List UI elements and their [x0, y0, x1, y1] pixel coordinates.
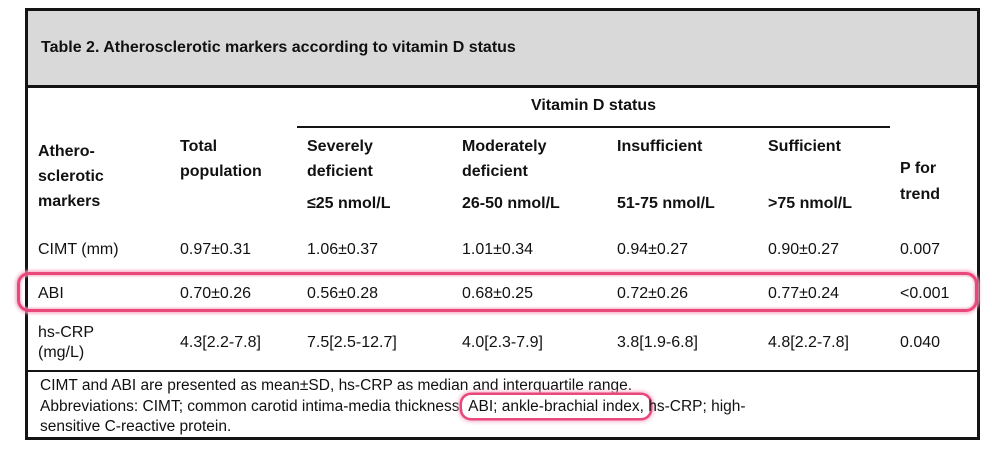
- column-range-label: ≤25 nmol/L: [307, 195, 391, 212]
- column-header-insufficient: Insufficient 51-75 nmol/L: [607, 128, 758, 228]
- footnote-section: CIMT and ABI are presented as mean±SD, h…: [28, 370, 977, 438]
- column-header-name: Moderately deficient: [462, 138, 547, 180]
- table-cell: <0.001: [900, 285, 950, 302]
- column-header-name: Sufficient: [768, 138, 841, 155]
- column-header-line: markers: [38, 193, 101, 210]
- table-cell: 0.70±0.26: [180, 285, 252, 302]
- footnote-line-3: sensitive C-reactive protein.: [40, 418, 232, 435]
- column-header-name: Severely deficient: [307, 138, 373, 180]
- column-header-moderately-deficient: Moderately deficient 26-50 nmol/L: [452, 128, 607, 228]
- table-cell: 4.0[2.3-7.9]: [462, 334, 543, 351]
- table-container: Table 2. Atherosclerotic markers accordi…: [25, 8, 980, 440]
- table-cell: 7.5[2.5-12.7]: [307, 334, 397, 351]
- table-cell: 0.77±0.24: [768, 285, 840, 302]
- table-title-bar: Table 2. Atherosclerotic markers accordi…: [28, 11, 977, 88]
- table-cell: 1.01±0.34: [462, 241, 534, 258]
- column-range-label: 26-50 nmol/L: [462, 195, 560, 212]
- column-header-markers: Athero- sclerotic markers: [28, 128, 170, 228]
- table-cell: 0.72±0.26: [617, 285, 689, 302]
- row-marker: hs-CRP (mg/L): [38, 324, 95, 361]
- column-header-total-population: Total population: [170, 128, 297, 228]
- footnote-line-1: CIMT and ABI are presented as mean±SD, h…: [40, 377, 633, 394]
- table-cell: 0.90±0.27: [768, 241, 840, 258]
- table-row-abi: ABI 0.70±0.26 0.56±0.28 0.68±0.25 0.72±0…: [28, 272, 977, 316]
- footnote-line-2-after: hs-CRP; high-: [643, 397, 746, 415]
- table-cell: 0.007: [900, 241, 941, 258]
- abi-abbreviation-highlight-box: ABI; ankle-brachial index,: [462, 395, 650, 418]
- table-cell: 0.56±0.28: [307, 285, 379, 302]
- table-cell: 1.06±0.37: [307, 241, 379, 258]
- column-header-line: Athero-: [38, 143, 95, 160]
- table-cell: 0.040: [900, 334, 941, 351]
- column-range-label: 51-75 nmol/L: [617, 195, 715, 212]
- column-header-name: Insufficient: [617, 138, 703, 155]
- column-header-line: P for: [900, 160, 937, 177]
- footnote-line-2-before: Abbreviations: CIMT; common carotid inti…: [40, 397, 469, 415]
- table-title: Table 2. Atherosclerotic markers accordi…: [41, 39, 516, 56]
- row-marker: ABI: [38, 285, 64, 302]
- vitamin-d-status-spanner: Vitamin D status: [297, 88, 890, 128]
- table-cell: 3.8[1.9-6.8]: [617, 334, 698, 351]
- column-header-sufficient: Sufficient >75 nmol/L: [758, 128, 890, 228]
- table-cell: 4.3[2.2-7.8]: [180, 334, 261, 351]
- table-cell: 0.97±0.31: [180, 241, 252, 258]
- table-row-cimt: CIMT (mm) 0.97±0.31 1.06±0.37 1.01±0.34 …: [28, 228, 977, 272]
- table-body: CIMT (mm) 0.97±0.31 1.06±0.37 1.01±0.34 …: [28, 228, 977, 370]
- column-header-p-for-trend: P for trend: [890, 128, 977, 228]
- row-marker: CIMT (mm): [38, 241, 119, 258]
- column-header-line: population: [180, 163, 262, 180]
- table-cell: 4.8[2.2-7.8]: [768, 334, 849, 351]
- column-header-severely-deficient: Severely deficient ≤25 nmol/L: [297, 128, 452, 228]
- table-row-hscrp: hs-CRP (mg/L) 4.3[2.2-7.8] 7.5[2.5-12.7]…: [28, 316, 977, 370]
- column-header-line: Total: [180, 138, 218, 155]
- column-header-line: trend: [900, 186, 940, 203]
- column-header-line: sclerotic: [38, 168, 104, 185]
- column-range-label: >75 nmol/L: [768, 195, 853, 212]
- footnote-line-2: Abbreviations: CIMT; common carotid inti…: [40, 397, 965, 418]
- table-header: Vitamin D status Athero- sclerotic marke…: [28, 88, 977, 228]
- table-cell: 0.68±0.25: [462, 285, 534, 302]
- table-cell: 0.94±0.27: [617, 241, 689, 258]
